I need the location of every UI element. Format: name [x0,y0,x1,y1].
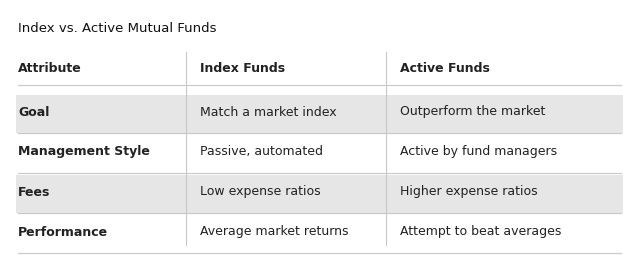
Bar [16,135,623,173]
Text: Passive, automated: Passive, automated [200,146,323,158]
Text: Attempt to beat averages: Attempt to beat averages [400,225,561,239]
Text: Goal: Goal [18,105,49,119]
Bar [16,95,193,133]
Text: Low expense ratios: Low expense ratios [200,186,321,199]
Text: Active by fund managers: Active by fund managers [400,146,557,158]
Text: Average market returns: Average market returns [200,225,348,239]
Text: Outperform the market: Outperform the market [400,105,545,119]
Bar [16,135,193,173]
Text: Management Style: Management Style [18,146,150,158]
Text: Attribute: Attribute [18,62,82,75]
Text: Performance: Performance [18,225,108,239]
Text: Match a market index: Match a market index [200,105,336,119]
Bar [16,175,623,213]
Bar [16,95,623,133]
Text: Index Funds: Index Funds [200,62,285,75]
Bar [16,215,623,253]
Bar [16,175,193,213]
Bar [16,215,193,253]
Text: Higher expense ratios: Higher expense ratios [400,186,538,199]
Text: Active Funds: Active Funds [400,62,490,75]
Text: Index vs. Active Mutual Funds: Index vs. Active Mutual Funds [18,22,217,35]
Text: Fees: Fees [18,186,50,199]
